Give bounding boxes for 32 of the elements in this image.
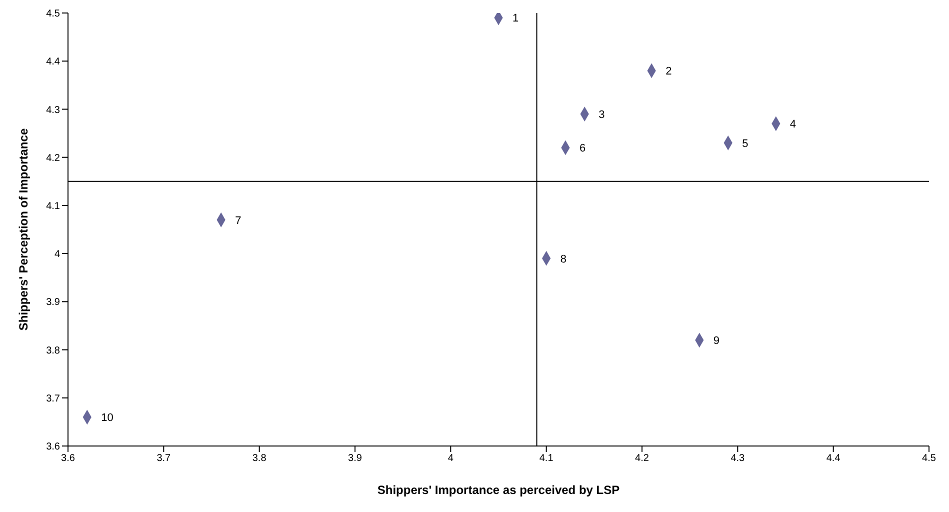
annotation: 5 (742, 138, 748, 150)
x-tick-label: 4 (448, 453, 454, 464)
x-tick-label: 4.3 (730, 453, 746, 464)
x-tick-label: 4.5 (922, 453, 936, 464)
y-tick-label: 4.5 (46, 8, 60, 20)
y-tick-label: 3.8 (46, 345, 60, 356)
x-tick-label: 3.6 (61, 453, 76, 464)
x-tick-label: 4.2 (635, 453, 650, 464)
annotation: 7 (235, 214, 242, 227)
annotation: 3 (598, 108, 605, 121)
annotation: 4 (790, 118, 796, 131)
x-tick-label: 3.9 (348, 453, 362, 464)
y-tick-label: 3.7 (46, 393, 60, 404)
annotation: 9 (713, 335, 720, 348)
x-tick-label: 3.7 (156, 453, 172, 464)
annotation: 8 (560, 253, 566, 266)
y-tick-label: 4.2 (46, 152, 60, 164)
annotation: 1 (512, 12, 519, 25)
y-tick-label: 4.1 (46, 200, 60, 212)
annotation: 2 (666, 66, 672, 78)
y-tick-label: 3.6 (46, 442, 60, 453)
y-axis-title: Shippers' Perception of Importance (16, 128, 30, 331)
annotation: 6 (579, 142, 586, 155)
y-tick-label: 4.4 (46, 56, 60, 68)
y-tick-label: 4.3 (46, 104, 60, 116)
x-tick-label: 3.8 (252, 453, 267, 464)
x-tick-label: 4.1 (539, 453, 554, 464)
annotation: 10 (101, 412, 114, 424)
x-axis-title: Shippers' Importance as perceived by LSP (377, 483, 620, 497)
y-tick-label: 4 (54, 249, 60, 260)
y-tick-label: 3.9 (46, 297, 60, 308)
x-tick-label: 4.4 (826, 453, 841, 464)
